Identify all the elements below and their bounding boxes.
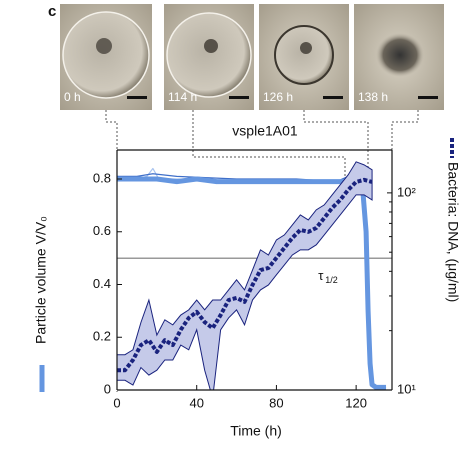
nucleus — [204, 39, 218, 53]
scale-bar — [418, 96, 438, 99]
nucleus — [300, 42, 312, 54]
x-tick-label: 0 — [113, 395, 120, 410]
y-tick-label: 0.8 — [93, 170, 111, 185]
image-label: 126 h — [263, 90, 293, 104]
annotation: τ — [318, 268, 324, 283]
x-tick-label: 80 — [269, 395, 283, 410]
y-tick-label: 0.6 — [93, 223, 111, 238]
connector — [391, 110, 419, 392]
micrographs: 0 h 114 h 126 h 138 h — [60, 4, 444, 110]
x-axis-label: Time (h) — [230, 423, 282, 439]
connector — [105, 110, 118, 392]
cell — [274, 25, 334, 85]
y-tick-label: 0.4 — [93, 276, 111, 291]
image-label: 114 h — [168, 90, 197, 104]
chart-title: vsple1A01 — [232, 123, 298, 139]
y-axis-label: Particle volume V/V₀ — [33, 216, 49, 344]
nucleus — [96, 38, 112, 54]
scale-bar — [229, 96, 249, 99]
image-label: 138 h — [358, 90, 388, 104]
y2-tick-label: 10¹ — [397, 381, 416, 396]
cell — [376, 33, 424, 77]
cell — [166, 12, 252, 98]
scale-bar — [323, 96, 343, 99]
y-tick-label: 0.2 — [93, 329, 111, 344]
y2-tick-label: 10² — [397, 184, 416, 199]
y2-axis-label: Bacteria: DNA, (μg/ml) — [445, 162, 461, 302]
scale-bar — [127, 96, 147, 99]
annotation-sub: 1/2 — [325, 275, 338, 285]
plot-area — [117, 161, 392, 390]
y-tick-label: 0 — [104, 381, 111, 396]
series-line — [117, 177, 373, 373]
cell — [62, 11, 150, 99]
x-tick-label: 40 — [189, 395, 203, 410]
connector — [303, 110, 369, 180]
x-tick-label: 120 — [345, 395, 367, 410]
connector — [192, 110, 346, 180]
image-label: 0 h — [64, 90, 81, 104]
panel-label: c — [48, 3, 56, 20]
series-line — [117, 176, 387, 390]
